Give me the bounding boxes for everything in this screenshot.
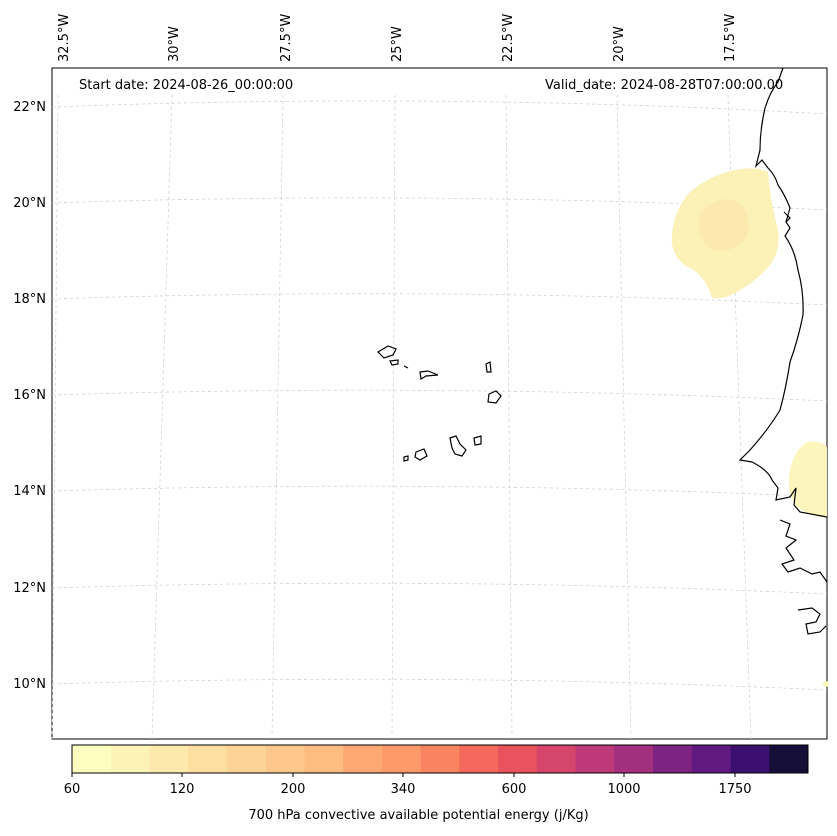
colorbar-tick-label: 200 <box>280 782 306 797</box>
map-frame <box>51 67 828 740</box>
colorbar-segment <box>498 745 538 773</box>
colorbar-tick-label: 60 <box>63 782 81 797</box>
colorbar-tick-label: 1000 <box>607 782 641 797</box>
colorbar-segment <box>226 745 267 773</box>
colorbar-title: 700 hPa convective available potential e… <box>248 808 589 823</box>
colorbar-segment <box>72 745 112 773</box>
colorbar-segment <box>653 745 693 773</box>
lon-label: 27.5°W <box>279 14 294 62</box>
island-fogo <box>414 448 428 461</box>
colorbar-segment <box>188 745 228 773</box>
colorbar-tick-label: 340 <box>390 782 416 797</box>
island-brava <box>403 455 409 462</box>
cape-patch-dot <box>823 681 829 687</box>
cape-patch-south <box>788 441 827 518</box>
start-date-label: Start date: 2024-08-26_00:00:00 <box>79 78 294 93</box>
colorbar-segment <box>730 745 770 773</box>
lat-label: 16°N <box>13 388 46 403</box>
lat-label: 12°N <box>13 581 46 596</box>
lat-labels: 22°N 20°N 18°N 16°N 14°N 12°N 10°N <box>13 100 46 692</box>
valid-date-label: Valid_date: 2024-08-28T07:00:00.00 <box>545 78 784 93</box>
colorbar-segment <box>110 745 150 773</box>
colorbar-segment <box>149 745 189 773</box>
lon-labels: 32.5°W 30°W 27.5°W 25°W 22.5°W 20°W 17.5… <box>57 14 738 62</box>
colorbar-tick-label: 120 <box>169 782 195 797</box>
colorbar <box>71 744 809 777</box>
colorbar-segment <box>304 745 344 773</box>
lon-label: 30°W <box>167 26 182 62</box>
colorbar-segment <box>691 745 732 773</box>
cape-field <box>671 168 829 687</box>
colorbar-tick-label: 1750 <box>718 782 752 797</box>
colorbar-segment <box>265 745 305 773</box>
graticule <box>51 94 828 740</box>
island-sal <box>485 361 492 373</box>
island-santa-luzia <box>403 365 409 369</box>
colorbar-segment <box>536 745 577 773</box>
lon-label: 20°W <box>612 26 627 62</box>
colorbar-segment <box>575 745 615 773</box>
lat-label: 20°N <box>13 196 46 211</box>
cape-core <box>698 199 749 251</box>
colorbar-segment <box>614 745 654 773</box>
lon-label: 22.5°W <box>501 14 516 62</box>
lon-label: 17.5°W <box>723 14 738 62</box>
cape-verde-islands <box>377 345 502 462</box>
colorbar-segment <box>459 745 499 773</box>
lat-label: 18°N <box>13 292 46 307</box>
lon-label: 25°W <box>390 26 405 62</box>
colorbar-segment <box>420 745 460 773</box>
island-boa-vista <box>487 390 502 404</box>
coastline <box>738 67 828 635</box>
colorbar-segment <box>343 745 383 773</box>
island-sao-vicente <box>389 359 399 366</box>
lon-label: 32.5°W <box>57 14 72 62</box>
lat-label: 14°N <box>13 484 46 499</box>
colorbar-segment <box>381 745 422 773</box>
island-sao-nicolau <box>419 370 439 380</box>
island-maio <box>473 435 482 446</box>
lat-label: 10°N <box>13 677 46 692</box>
colorbar-border <box>71 744 809 774</box>
island-santiago <box>449 435 467 457</box>
colorbar-segment <box>769 745 809 773</box>
lat-label: 22°N <box>13 100 46 115</box>
island-santo-antao <box>377 345 397 359</box>
colorbar-tick-label: 600 <box>501 782 527 797</box>
